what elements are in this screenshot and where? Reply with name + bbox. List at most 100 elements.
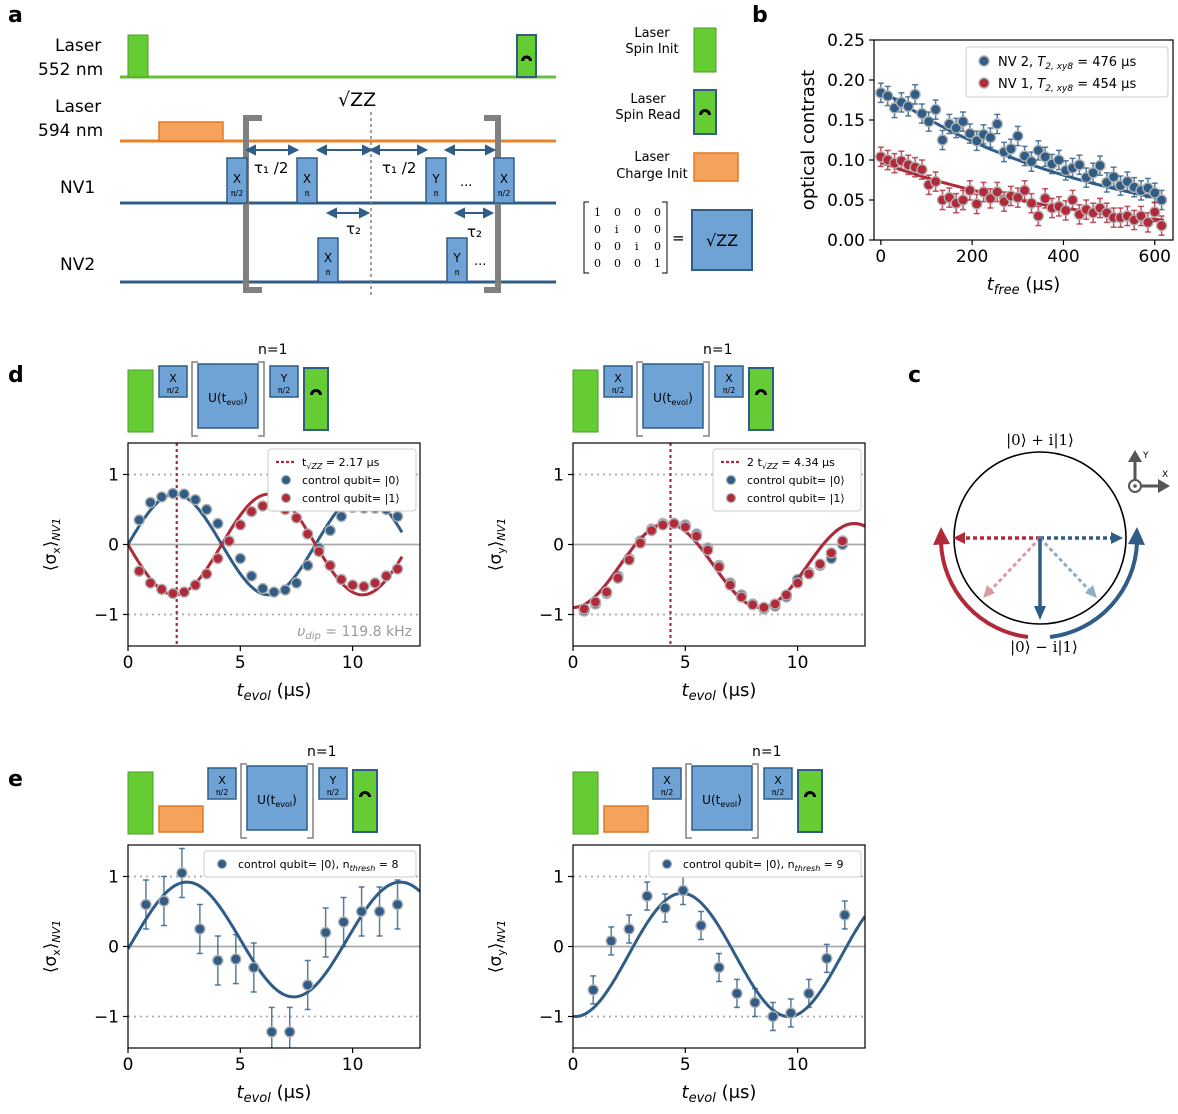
pulse-sub: π/2 bbox=[327, 788, 340, 797]
nv2-y-pi-pulse bbox=[446, 237, 468, 283]
data-point bbox=[668, 517, 680, 530]
data-point bbox=[1107, 171, 1120, 183]
y-tick-label: 0.00 bbox=[827, 231, 865, 251]
pulse-label: X bbox=[218, 774, 226, 787]
y-axis-arrowhead bbox=[1128, 450, 1142, 462]
data-point bbox=[158, 895, 170, 907]
data-point bbox=[589, 596, 602, 608]
readout-icon bbox=[359, 791, 371, 797]
pulse-label: Y bbox=[431, 172, 440, 186]
x-axis-label: tfree (μs) bbox=[987, 274, 1061, 298]
matrix-cell: 0 bbox=[614, 240, 621, 253]
x-tick-label: 0 bbox=[568, 653, 579, 673]
plot-frame bbox=[873, 39, 1174, 241]
legend-marker bbox=[216, 858, 228, 870]
y-tick-label: 1 bbox=[108, 466, 119, 486]
axis-y-label: Y bbox=[1142, 451, 1149, 461]
legend-spin-read-line1: Laser bbox=[630, 92, 666, 107]
pulse-label: X bbox=[324, 251, 332, 265]
data-point bbox=[380, 570, 393, 582]
data-point bbox=[1149, 206, 1161, 218]
y-tick-label: 1 bbox=[553, 868, 564, 888]
x-tick-label: 10 bbox=[787, 1055, 809, 1075]
spin-init-pulse bbox=[127, 771, 154, 835]
dipolar-frequency-annotation: υdip = 119.8 kHz bbox=[297, 624, 412, 642]
label-laser-552-line1: Laser bbox=[55, 36, 101, 56]
y-tick-label: 0 bbox=[108, 938, 119, 958]
legend-box bbox=[648, 850, 862, 878]
tau2-label: τ₂ bbox=[346, 220, 361, 238]
y-axis-label: ⟨σx⟩NV1 bbox=[41, 518, 63, 571]
x-tick-label: 600 bbox=[1139, 247, 1171, 267]
y-tick-label: 0 bbox=[553, 536, 564, 556]
data-point bbox=[200, 568, 213, 580]
y-tick-label: −1 bbox=[539, 1008, 564, 1028]
data-point bbox=[767, 1010, 779, 1023]
legend-label: control qubit= |0⟩, nthresh = 8 bbox=[238, 858, 398, 873]
data-point bbox=[991, 186, 1003, 198]
tau2-label: τ₂ bbox=[467, 223, 482, 241]
data-point bbox=[950, 122, 962, 134]
data-point bbox=[1087, 167, 1099, 179]
plot-area bbox=[573, 875, 865, 1032]
pulse-label: X bbox=[303, 172, 311, 186]
legend-marker bbox=[725, 492, 737, 504]
readout-icon bbox=[804, 791, 816, 797]
data-point bbox=[189, 494, 202, 506]
x-tick-label: 0 bbox=[875, 247, 886, 267]
data-point bbox=[1012, 130, 1024, 142]
arrowhead bbox=[315, 144, 327, 156]
data-point bbox=[746, 599, 759, 611]
arrowhead bbox=[485, 144, 497, 156]
repeat-bracket-right bbox=[703, 361, 710, 437]
data-point bbox=[313, 545, 325, 558]
nv2-x-pi-pulse bbox=[317, 237, 339, 283]
legend-spin-init-line1: Laser bbox=[634, 26, 670, 41]
legend-label: control qubit= |0⟩ bbox=[302, 474, 400, 487]
x-tick-label: 10 bbox=[342, 1055, 364, 1075]
y-tick-label: 1 bbox=[553, 466, 564, 486]
legend-label: control qubit= |1⟩ bbox=[302, 492, 400, 505]
pulse-sub: π/2 bbox=[612, 386, 625, 395]
arrowhead bbox=[362, 144, 374, 156]
repeat-bracket-left bbox=[191, 361, 198, 437]
data-point bbox=[234, 552, 247, 565]
data-point bbox=[248, 961, 260, 974]
panel-label-b: b bbox=[752, 3, 768, 28]
spin-init-pulse bbox=[572, 771, 599, 835]
data-point bbox=[1025, 197, 1038, 209]
legend-label: NV 1, T2, xy8 = 454 μs bbox=[998, 77, 1136, 94]
readout-icon bbox=[699, 109, 711, 115]
data-point bbox=[821, 952, 833, 965]
light-red-vector bbox=[988, 536, 1042, 593]
data-point bbox=[957, 115, 969, 128]
blue-rotation-arc bbox=[1049, 542, 1139, 639]
data-point bbox=[257, 582, 269, 595]
pulse-sub: π bbox=[305, 189, 310, 198]
pulse-label: Y bbox=[452, 251, 461, 265]
label-nv1: NV1 bbox=[60, 178, 95, 198]
plot-area bbox=[573, 517, 865, 617]
data-point bbox=[212, 517, 224, 530]
data-point bbox=[991, 118, 1003, 130]
sqrt-zz-box-label: √ZZ bbox=[706, 231, 738, 250]
legend-label: control qubit= |0⟩, nthresh = 9 bbox=[683, 858, 843, 873]
pulse-sub: π/2 bbox=[278, 386, 291, 395]
data-point bbox=[791, 577, 804, 589]
data-point bbox=[290, 512, 303, 524]
x-tick-label: 0 bbox=[568, 1055, 579, 1075]
blue-arc-arrowhead bbox=[1128, 527, 1145, 545]
y-axis-label: ⟨σy⟩NV1 bbox=[486, 920, 508, 973]
y-axis-label: ⟨σy⟩NV1 bbox=[486, 518, 508, 571]
data-point bbox=[1012, 191, 1024, 204]
data-point bbox=[391, 510, 404, 523]
data-point bbox=[803, 987, 815, 1000]
data-point bbox=[645, 524, 658, 537]
data-point bbox=[578, 603, 590, 615]
evolution-label: U(tevol) bbox=[702, 793, 742, 809]
data-point bbox=[679, 521, 692, 533]
legend-charge-init-line2: Charge Init bbox=[616, 167, 688, 182]
x-pi-half-readout-pulse bbox=[714, 365, 744, 398]
data-point bbox=[623, 554, 635, 566]
data-point bbox=[690, 530, 703, 542]
